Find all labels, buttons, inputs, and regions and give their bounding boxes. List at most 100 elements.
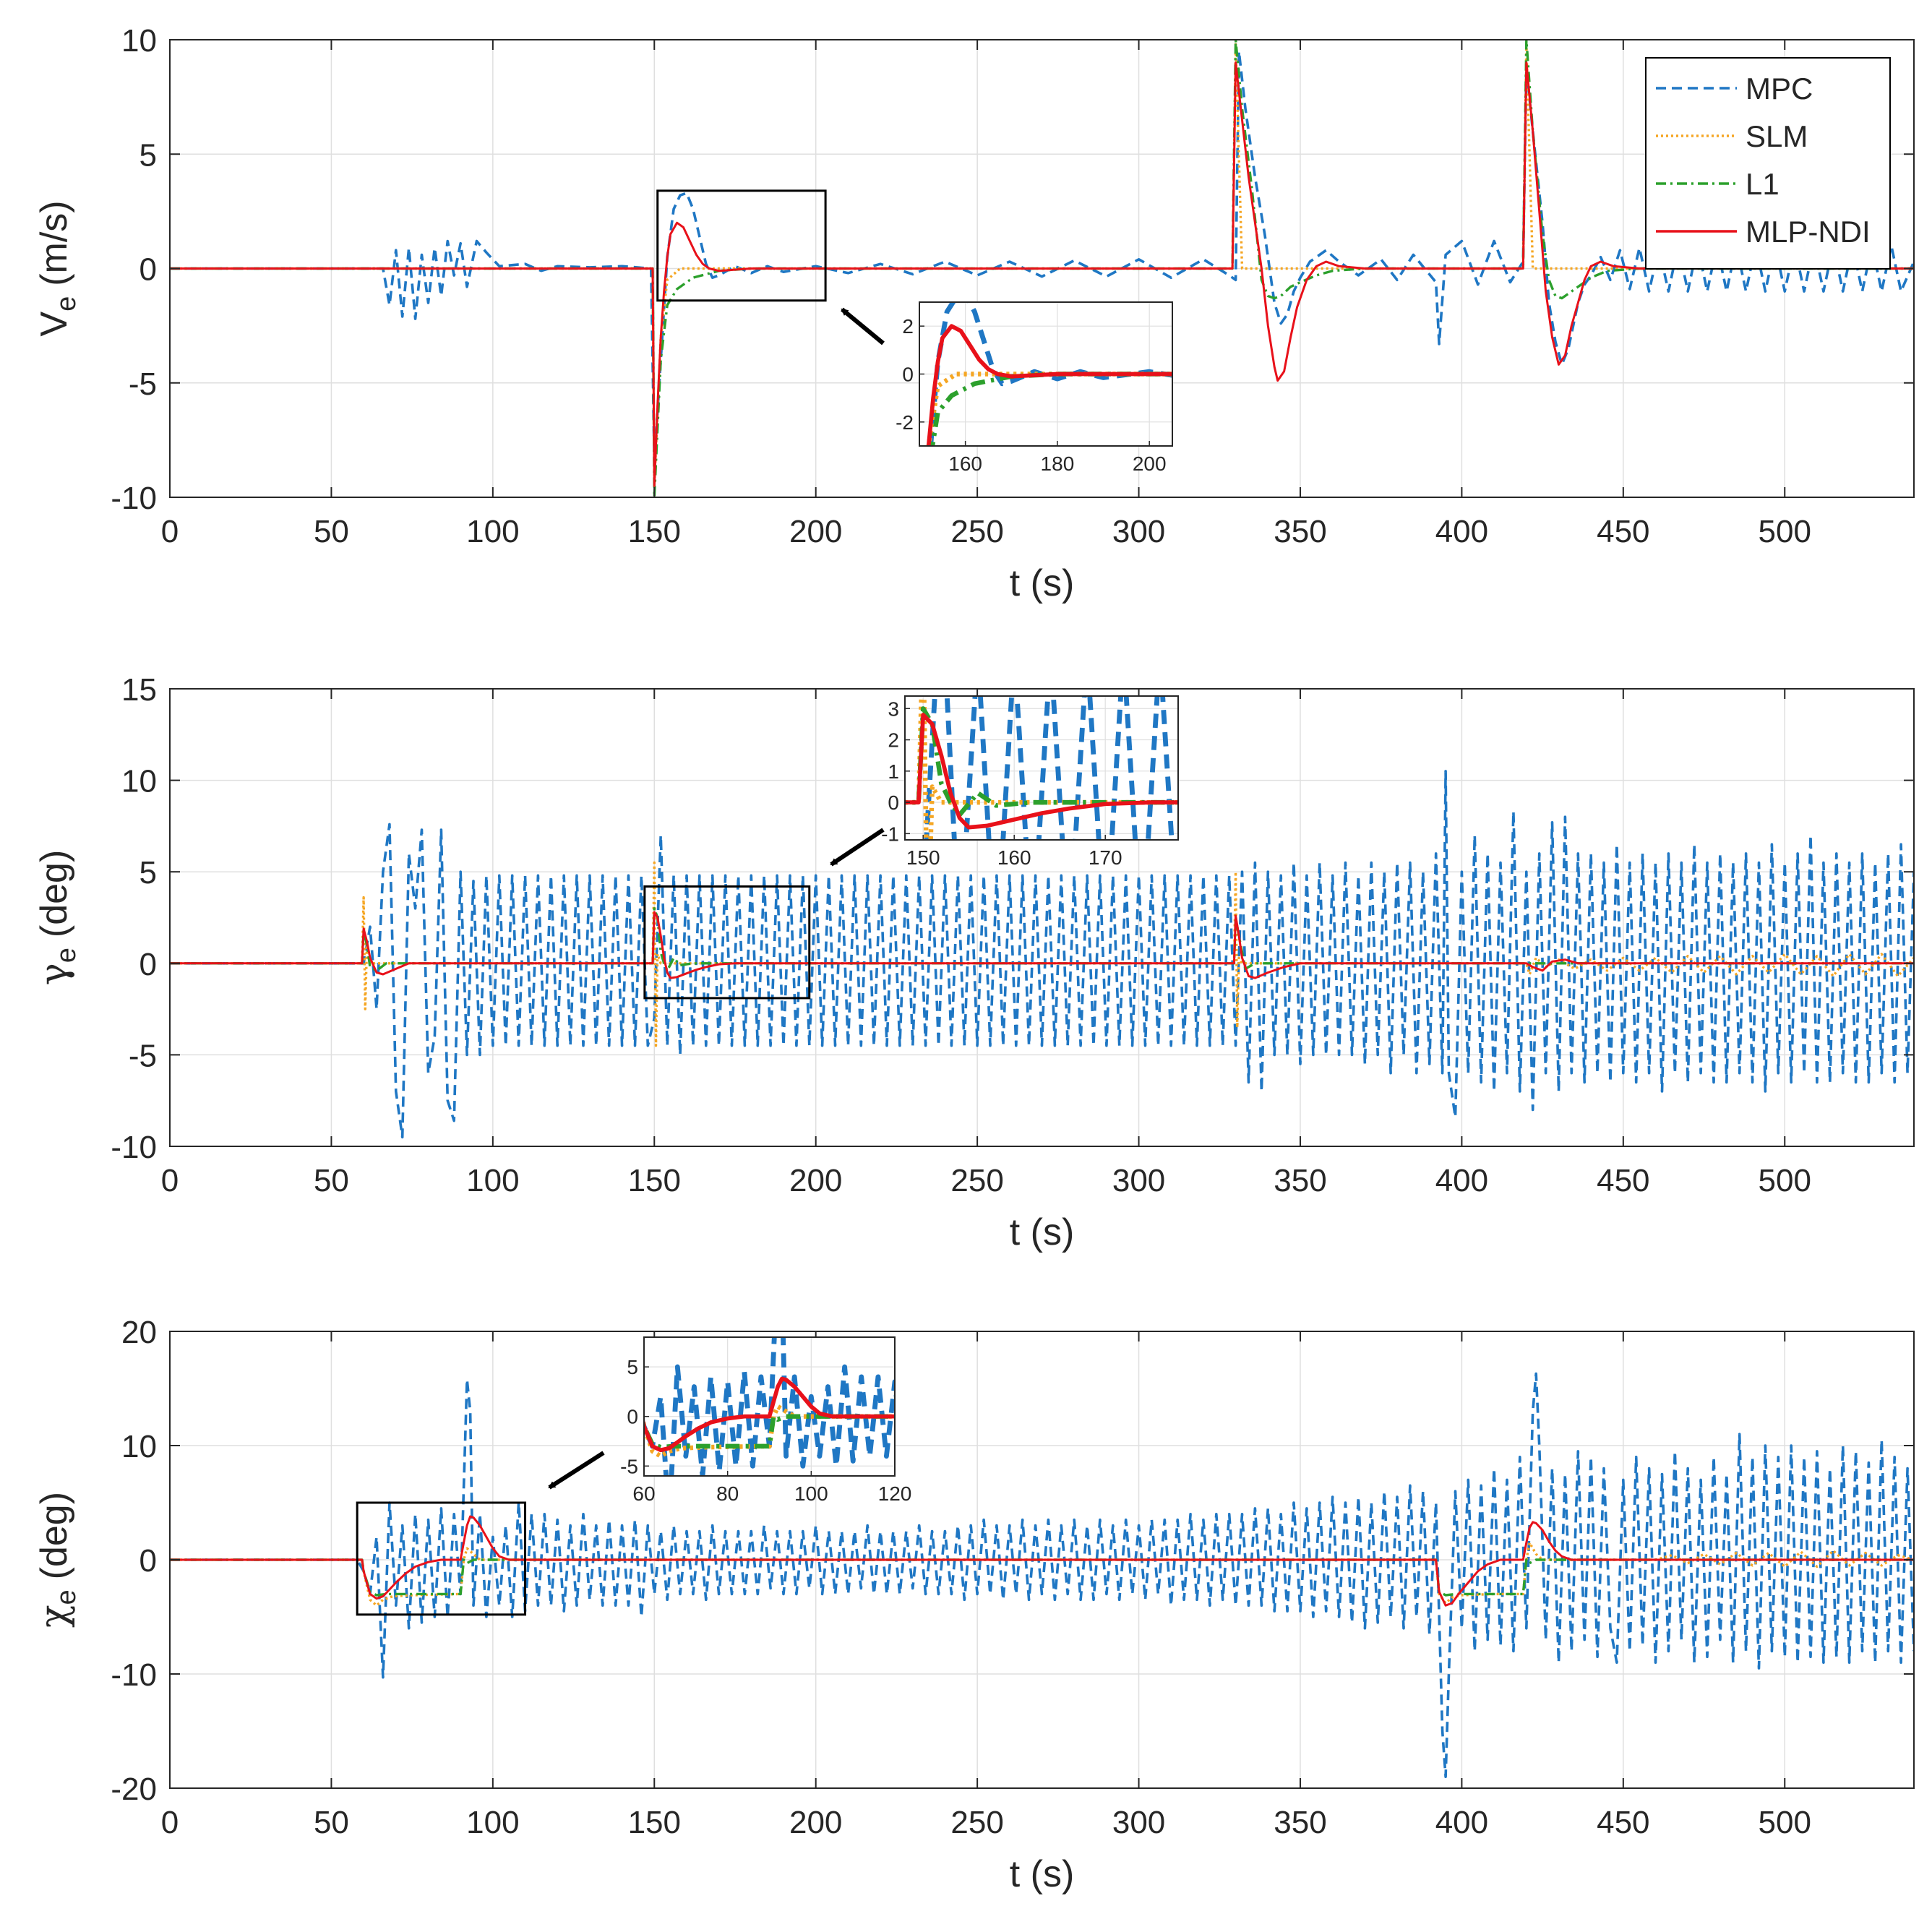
zoom-highlight-box — [356, 1501, 527, 1616]
x-tick-label: 250 — [950, 1163, 1003, 1198]
y-axis-label-subscript: e — [51, 1589, 82, 1605]
inset-x-tick-label: 150 — [906, 846, 940, 869]
inset-chart: 160 180 200 -2 0 2 — [896, 301, 1173, 475]
inset-line-l1 — [919, 372, 1172, 446]
legend-label-slm: SLM — [1746, 119, 1808, 153]
x-tick-label: 400 — [1435, 514, 1488, 549]
y-axis-label-unit: (m/s) — [33, 200, 75, 286]
inset-chart: 150 160 170 -1 0 1 2 3 — [881, 695, 1179, 869]
x-tick-label: 500 — [1759, 1163, 1811, 1198]
chart-panels: 0 50 100 150 200 250 300 350 400 450 500-10-50510t… — [33, 23, 1915, 1895]
axes-frame — [169, 688, 1915, 1147]
x-tick-label: 150 — [628, 1805, 681, 1840]
x-axis-label: t (s) — [1010, 1853, 1075, 1895]
y-tick-label: -10 — [111, 481, 157, 516]
inset-x-tick-label: 180 — [1041, 452, 1075, 475]
series-series-group — [170, 770, 1914, 1139]
x-tick-label: 250 — [950, 1805, 1003, 1840]
y-tick-label: 0 — [139, 252, 157, 288]
zoom-arrow — [548, 1451, 605, 1490]
legend-label-mpc: MPC — [1746, 72, 1813, 106]
inset-y-tick-label: 0 — [627, 1406, 638, 1428]
inset-y-tick-label: 5 — [627, 1356, 638, 1378]
inset-y-tick-label: 2 — [902, 315, 914, 338]
y-tick-label: -10 — [111, 1130, 157, 1165]
y-tick-label: -5 — [129, 366, 157, 402]
x-tick-label: 350 — [1274, 514, 1326, 549]
chart-panel-2: 0 50 100 150 200 250 300 350 400 450 500-10-505101… — [33, 672, 1915, 1253]
x-tick-label: 150 — [628, 1163, 681, 1198]
inset-x-tick-label: 160 — [948, 452, 982, 475]
y-axis-label-unit: (deg) — [33, 850, 75, 937]
x-tick-label: 50 — [314, 514, 349, 549]
y-tick-label: 5 — [139, 855, 157, 890]
inset-series-group — [919, 302, 1172, 446]
series-line-l1 — [170, 40, 1914, 497]
inset-y-tick-label: 0 — [902, 364, 914, 386]
x-tick-label: 0 — [161, 1163, 179, 1198]
x-tick-label: 100 — [466, 1163, 519, 1198]
x-tick-label: 250 — [950, 514, 1003, 549]
inset-y-tick-label: 1 — [888, 760, 899, 783]
y-axis-label: Ve (m/s) — [33, 200, 82, 336]
x-tick-label: 300 — [1112, 514, 1165, 549]
zoom-highlight-box — [656, 189, 827, 302]
x-tick-label: 100 — [466, 1805, 519, 1840]
x-tick-label: 100 — [466, 514, 519, 549]
inset-series-group — [644, 1337, 895, 1476]
y-axis-label-subscript: e — [51, 296, 82, 312]
y-tick-label: 20 — [121, 1315, 157, 1350]
series-line-slm — [170, 861, 1914, 1047]
y-tick-label: -20 — [111, 1772, 157, 1807]
inset-frame — [643, 1336, 896, 1477]
ticks: 0 50 100 150 200 250 300 350 400 450 500-20-100102… — [111, 1315, 1914, 1840]
inset-chart: 60 80 100 120 -5 0 5 — [620, 1336, 911, 1505]
y-tick-label: 10 — [121, 764, 157, 799]
x-tick-label: 50 — [314, 1163, 349, 1198]
y-tick-label: -10 — [111, 1657, 157, 1693]
inset-y-tick-label: 0 — [888, 791, 899, 814]
inset-x-tick-label: 80 — [716, 1482, 739, 1505]
inset-y-tick-label: 3 — [888, 697, 899, 720]
series-line-mlp-ndi — [170, 61, 1914, 487]
inset-line-mlp-ndi — [905, 713, 1178, 830]
inset-y-tick-label: -1 — [881, 823, 899, 845]
zoom-arrow — [830, 828, 885, 867]
x-tick-label: 200 — [789, 1163, 842, 1198]
y-axis-label-symbol: γ — [33, 963, 76, 985]
y-axis-label-symbol: χ — [33, 1605, 76, 1628]
x-tick-label: 400 — [1435, 1805, 1488, 1840]
x-axis-label: t (s) — [1010, 562, 1075, 604]
legend-label-l1: L1 — [1746, 167, 1779, 201]
x-axis-label: t (s) — [1010, 1211, 1075, 1253]
legend-label-mlp-ndi: MLP-NDI — [1746, 215, 1871, 249]
x-tick-label: 200 — [789, 1805, 842, 1840]
y-axis-label-subscript: e — [51, 948, 82, 963]
x-tick-label: 450 — [1597, 514, 1649, 549]
x-tick-label: 500 — [1759, 514, 1811, 549]
y-tick-label: 5 — [139, 137, 157, 173]
x-tick-label: 400 — [1435, 1163, 1488, 1198]
inset-line-mlp-ndi — [644, 1376, 895, 1453]
y-tick-label: 10 — [121, 23, 157, 59]
y-axis-label: γe (deg) — [33, 850, 82, 986]
y-tick-label: 0 — [139, 947, 157, 982]
y-tick-label: 0 — [139, 1543, 157, 1579]
y-axis-label-unit: (deg) — [33, 1492, 75, 1579]
zoom-arrow — [841, 307, 885, 345]
legend: MPC SLM L1 MLP-NDI — [1645, 57, 1891, 270]
y-axis-label-symbol: V — [33, 312, 75, 337]
x-tick-label: 0 — [161, 1805, 179, 1840]
y-tick-label: -5 — [129, 1038, 157, 1073]
zoom-highlight-box — [643, 885, 811, 1000]
series-line-mpc — [170, 770, 1914, 1139]
inset-line-l1 — [905, 706, 1178, 817]
y-tick-label: 10 — [121, 1429, 157, 1464]
ticks: 0 50 100 150 200 250 300 350 400 450 500 -10 -5 0 5 10 — [111, 23, 1914, 549]
legend-box — [1645, 57, 1891, 270]
inset-x-tick-label: 60 — [632, 1482, 655, 1505]
series-series-group — [170, 1372, 1914, 1778]
x-tick-label: 450 — [1597, 1163, 1649, 1198]
inset-frame — [904, 695, 1179, 841]
